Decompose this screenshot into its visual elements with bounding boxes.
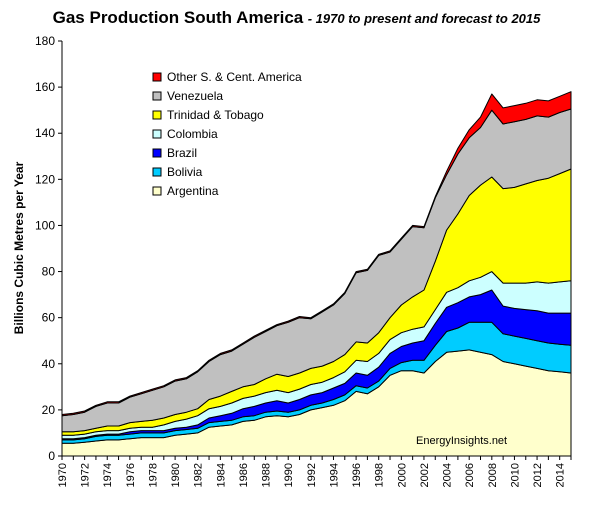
legend-item-venezuela: Venezuela [152, 89, 223, 103]
legend-item-brazil: Brazil [152, 146, 197, 160]
legend-label-argentina: Argentina [167, 184, 219, 198]
legend-swatch-colombia [152, 129, 162, 139]
legend-item-other-s-cent-america: Other S. & Cent. America [152, 70, 302, 84]
y-tick-label: 140 [35, 126, 55, 140]
x-tick-label: 1990 [283, 463, 295, 487]
legend-label-colombia: Colombia [167, 127, 218, 141]
x-tick-label: 2010 [509, 463, 521, 487]
watermark-text: EnergyInsights.net [416, 435, 507, 447]
y-tick-label: 60 [42, 311, 56, 325]
legend-label-venezuela: Venezuela [167, 89, 223, 103]
x-tick-label: 2004 [442, 463, 454, 487]
chart-subtitle: - 1970 to present and forecast to 2015 [307, 11, 541, 26]
x-tick-label: 2008 [487, 463, 499, 487]
y-tick-label: 180 [35, 34, 55, 48]
x-tick-label: 1980 [170, 463, 182, 487]
legend-swatch-bolivia [152, 167, 162, 177]
x-tick-label: 1978 [147, 463, 159, 487]
area-series-group [61, 91, 572, 457]
x-tick-label: 1994 [328, 463, 340, 487]
legend-item-colombia: Colombia [152, 127, 218, 141]
legend-label-brazil: Brazil [167, 146, 197, 160]
legend-swatch-venezuela [152, 91, 162, 101]
x-tick-label: 1998 [374, 463, 386, 487]
x-tick-label: 2002 [419, 463, 431, 487]
y-tick-label: 80 [42, 265, 56, 279]
legend-label-bolivia: Bolivia [167, 165, 203, 179]
y-tick-label: 40 [42, 357, 56, 371]
x-tick-label: 1972 [80, 463, 92, 487]
chart-main-title: Gas Production South America [52, 8, 304, 27]
legend-label-other-s-cent-america: Other S. & Cent. America [167, 70, 302, 84]
y-tick-label: 0 [48, 449, 55, 463]
x-tick-label: 1992 [306, 463, 318, 487]
legend-swatch-brazil [152, 148, 162, 158]
x-tick-label: 2000 [396, 463, 408, 487]
x-tick-label: 2014 [555, 463, 567, 487]
x-tick-label: 1984 [215, 463, 227, 487]
area-other-s-cent-america [61, 91, 572, 417]
x-tick-label: 1982 [193, 463, 205, 487]
legend-swatch-argentina [152, 186, 162, 196]
y-tick-label: 100 [35, 218, 55, 232]
legend-label-trinidad-tobago: Trinidad & Tobago [167, 108, 264, 122]
y-tick-label: 120 [35, 172, 55, 186]
legend-item-trinidad-tobago: Trinidad & Tobago [152, 108, 264, 122]
y-axis-label: Billions Cubic Metres per Year [12, 161, 26, 334]
x-tick-label: 1996 [351, 463, 363, 487]
y-tick-label: 20 [42, 403, 56, 417]
x-tick-label: 1988 [261, 463, 273, 487]
legend: Other S. & Cent. America Venezuela Trinida… [152, 70, 302, 198]
x-tick-label: 1986 [238, 463, 250, 487]
legend-swatch-trinidad-tobago [152, 110, 162, 120]
legend-item-bolivia: Bolivia [152, 165, 203, 179]
x-tick-label: 1970 [57, 463, 69, 487]
x-tick-label: 1974 [102, 463, 114, 487]
axes-group: 0 20 40 60 80 100 120 140 160 180 1970 1972 1974 1976… [35, 34, 572, 487]
x-tick-label: 2012 [532, 463, 544, 487]
x-tick-label: 1976 [125, 463, 137, 487]
legend-swatch-other-s-cent-america [152, 72, 162, 82]
legend-item-argentina: Argentina [152, 184, 219, 198]
y-tick-label: 160 [35, 80, 55, 94]
x-tick-label: 2006 [464, 463, 476, 487]
chart-title: Gas Production South America - 1970 to p… [0, 8, 593, 28]
